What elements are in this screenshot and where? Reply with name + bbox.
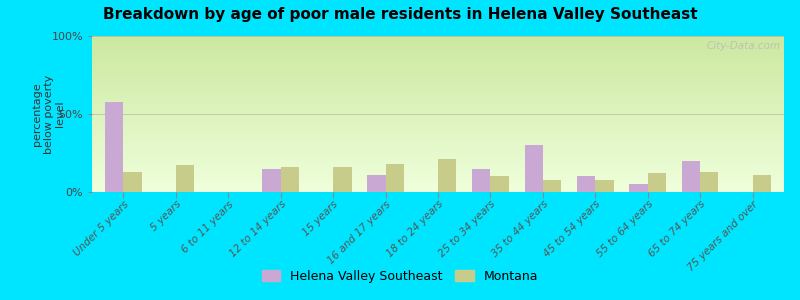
Bar <box>753 175 771 192</box>
Bar <box>438 159 456 192</box>
Bar <box>472 169 490 192</box>
Bar <box>577 176 595 192</box>
Text: City-Data.com: City-Data.com <box>706 41 781 51</box>
Bar <box>123 172 142 192</box>
Bar <box>281 167 299 192</box>
Bar <box>543 179 561 192</box>
Bar <box>595 179 614 192</box>
Y-axis label: percentage
below poverty
level: percentage below poverty level <box>32 74 65 154</box>
Bar <box>262 169 281 192</box>
Bar <box>525 145 543 192</box>
Bar <box>367 175 386 192</box>
Text: Breakdown by age of poor male residents in Helena Valley Southeast: Breakdown by age of poor male residents … <box>102 8 698 22</box>
Bar <box>630 184 648 192</box>
Bar <box>648 173 666 192</box>
Bar <box>682 161 700 192</box>
Bar <box>490 176 509 192</box>
Legend: Helena Valley Southeast, Montana: Helena Valley Southeast, Montana <box>257 265 543 288</box>
Bar <box>176 166 194 192</box>
Bar <box>700 172 718 192</box>
Bar <box>386 164 404 192</box>
Bar <box>333 167 351 192</box>
Bar <box>105 101 123 192</box>
